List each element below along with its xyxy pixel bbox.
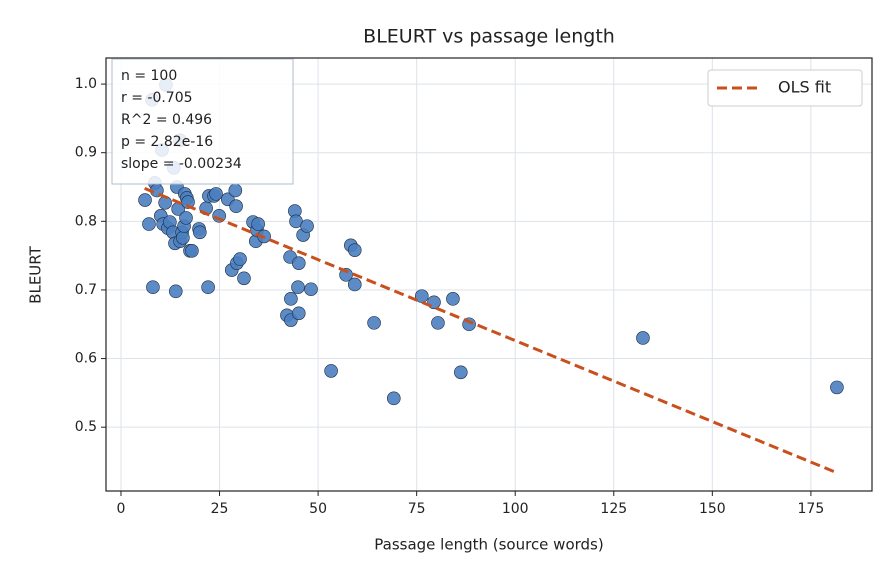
point [237, 271, 251, 286]
x-tick-label: 125 [600, 501, 627, 517]
point [347, 243, 362, 257]
plot-frame [105, 57, 873, 492]
stats-text: r = -0.705 [121, 90, 193, 106]
point [304, 282, 318, 297]
y-tick-label: 1.0 [75, 76, 97, 92]
point [176, 230, 190, 245]
point [291, 280, 305, 294]
point [138, 193, 152, 207]
point [431, 316, 445, 330]
fit-line [144, 186, 836, 474]
x-tick-label: 150 [699, 501, 726, 517]
point [233, 252, 247, 266]
point [291, 306, 306, 321]
point [229, 199, 243, 214]
stats-box [111, 58, 294, 185]
point [291, 256, 306, 270]
point [367, 316, 381, 330]
point [347, 277, 362, 292]
legend-box [707, 69, 863, 107]
chart-title: BLEURT vs passage length [363, 26, 615, 48]
x-tick-label: 75 [408, 501, 426, 517]
stats-text: n = 100 [121, 68, 177, 84]
x-tick-label: 25 [211, 501, 229, 517]
point [146, 280, 160, 294]
legend-label: OLS fit [778, 78, 831, 97]
point [324, 364, 338, 378]
x-tick-label: 0 [117, 501, 126, 517]
point [636, 331, 650, 345]
y-tick-label: 0.9 [75, 145, 97, 161]
x-axis-label: Passage length (source words) [374, 536, 603, 554]
y-tick-label: 0.6 [75, 351, 97, 367]
point [209, 187, 223, 201]
point [251, 217, 265, 231]
point [300, 219, 314, 233]
stats-text: p = 2.82e-16 [121, 134, 213, 150]
point [168, 284, 183, 299]
y-axis-label: BLEURT [27, 245, 45, 303]
point [414, 289, 429, 303]
point [228, 183, 243, 198]
point [179, 211, 193, 225]
y-tick-label: 0.7 [75, 282, 97, 298]
y-tick-label: 0.8 [75, 213, 97, 229]
point [142, 217, 156, 231]
point [193, 225, 207, 240]
point [454, 365, 468, 380]
point [830, 380, 844, 395]
stats-text: R^2 = 0.496 [121, 112, 212, 128]
point [284, 292, 298, 306]
x-tick-label: 175 [798, 501, 825, 517]
point [185, 244, 199, 258]
y-tick-label: 0.5 [75, 419, 97, 435]
point [201, 280, 215, 294]
point [446, 292, 460, 306]
stats-text: slope = -0.00234 [121, 156, 242, 172]
point [386, 391, 401, 406]
x-tick-label: 100 [502, 501, 529, 517]
x-tick-label: 50 [309, 501, 327, 517]
